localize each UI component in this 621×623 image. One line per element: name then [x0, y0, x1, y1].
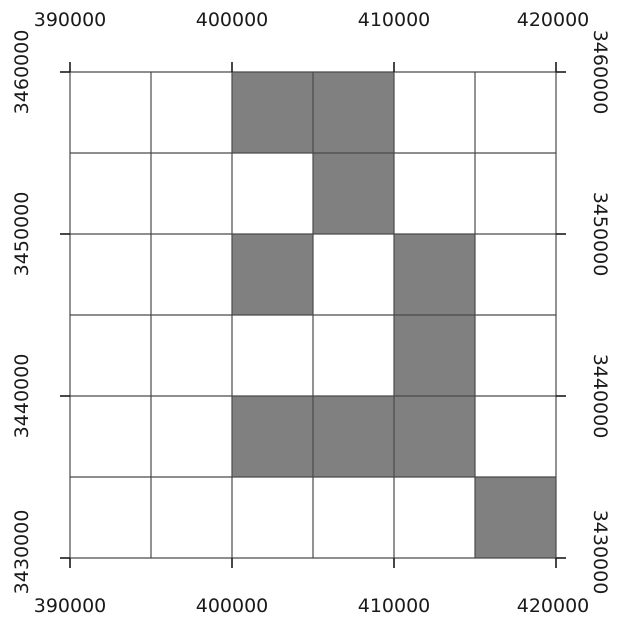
y-tick-label-left-3460000: 3460000 [11, 30, 33, 115]
y-tick-label-left-3440000: 3440000 [11, 354, 33, 439]
x-tick-label-top-400000: 400000 [196, 9, 269, 31]
filled-cell [313, 72, 394, 153]
filled-cell [232, 396, 313, 477]
x-tick-label-top-420000: 420000 [517, 9, 590, 31]
x-tick-label-bottom-400000: 400000 [196, 595, 269, 617]
filled-cell [394, 396, 475, 477]
filled-cell [232, 72, 313, 153]
x-tick-label-top-390000: 390000 [34, 9, 107, 31]
x-tick-label-bottom-410000: 410000 [358, 595, 431, 617]
y-tick-label-right-3430000: 3430000 [589, 510, 611, 595]
filled-cell [313, 153, 394, 234]
grid-lines [69, 71, 557, 559]
y-tick-label-right-3440000: 3440000 [589, 354, 611, 439]
x-tick-label-bottom-390000: 390000 [34, 595, 107, 617]
y-tick-label-left-3430000: 3430000 [11, 510, 33, 595]
y-tick-label-right-3460000: 3460000 [589, 30, 611, 115]
filled-cell [232, 234, 313, 315]
axis-ticks [60, 62, 566, 568]
filled-cell [475, 477, 556, 558]
grid-cells [232, 72, 556, 558]
x-tick-label-bottom-420000: 420000 [517, 595, 590, 617]
y-tick-label-left-3450000: 3450000 [11, 192, 33, 277]
filled-cell [313, 396, 394, 477]
filled-cell [394, 315, 475, 396]
x-tick-label-top-410000: 410000 [358, 9, 431, 31]
y-tick-label-right-3450000: 3450000 [589, 192, 611, 277]
filled-cell [394, 234, 475, 315]
